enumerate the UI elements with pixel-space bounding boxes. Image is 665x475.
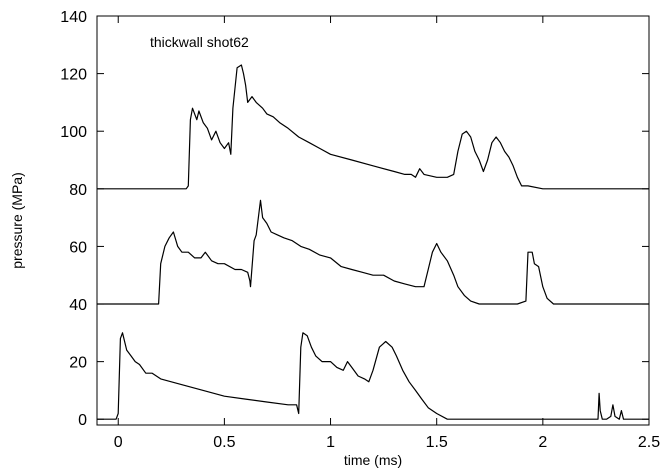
series-layer	[97, 64, 649, 420]
y-tick-label: 60	[69, 239, 87, 256]
y-tick-label: 40	[69, 297, 87, 314]
x-tick-label: 1	[326, 434, 335, 451]
x-tick-label: 0.5	[213, 434, 235, 451]
y-tick-label: 120	[60, 67, 87, 84]
plot-frame	[96, 15, 650, 426]
y-tick-label: 80	[69, 182, 87, 199]
axes-layer: 0 0.5 1 1.5 2 2.5 0 20 40 60 80 100 120 140	[60, 9, 660, 451]
y-tick-label: 0	[78, 412, 87, 429]
chart-annotation: thickwall shot62	[150, 34, 249, 50]
y-axis-label: pressure (MPa)	[9, 172, 25, 268]
series-line-2	[97, 199, 649, 305]
y-tick-label: 20	[69, 355, 87, 372]
y-tick-label: 140	[60, 9, 87, 26]
y-tick-label: 100	[60, 124, 87, 141]
x-tick-label: 1.5	[426, 434, 448, 451]
x-axis-label: time (ms)	[344, 452, 402, 468]
x-tick-label: 0	[114, 434, 123, 451]
series-line-1	[97, 64, 649, 190]
labels-layer: thickwall shot62 time (ms) pressure (MPa…	[9, 34, 402, 468]
series-line-3	[97, 332, 649, 420]
x-tick-label: 2.5	[638, 434, 660, 451]
x-tick-label: 2	[538, 434, 547, 451]
